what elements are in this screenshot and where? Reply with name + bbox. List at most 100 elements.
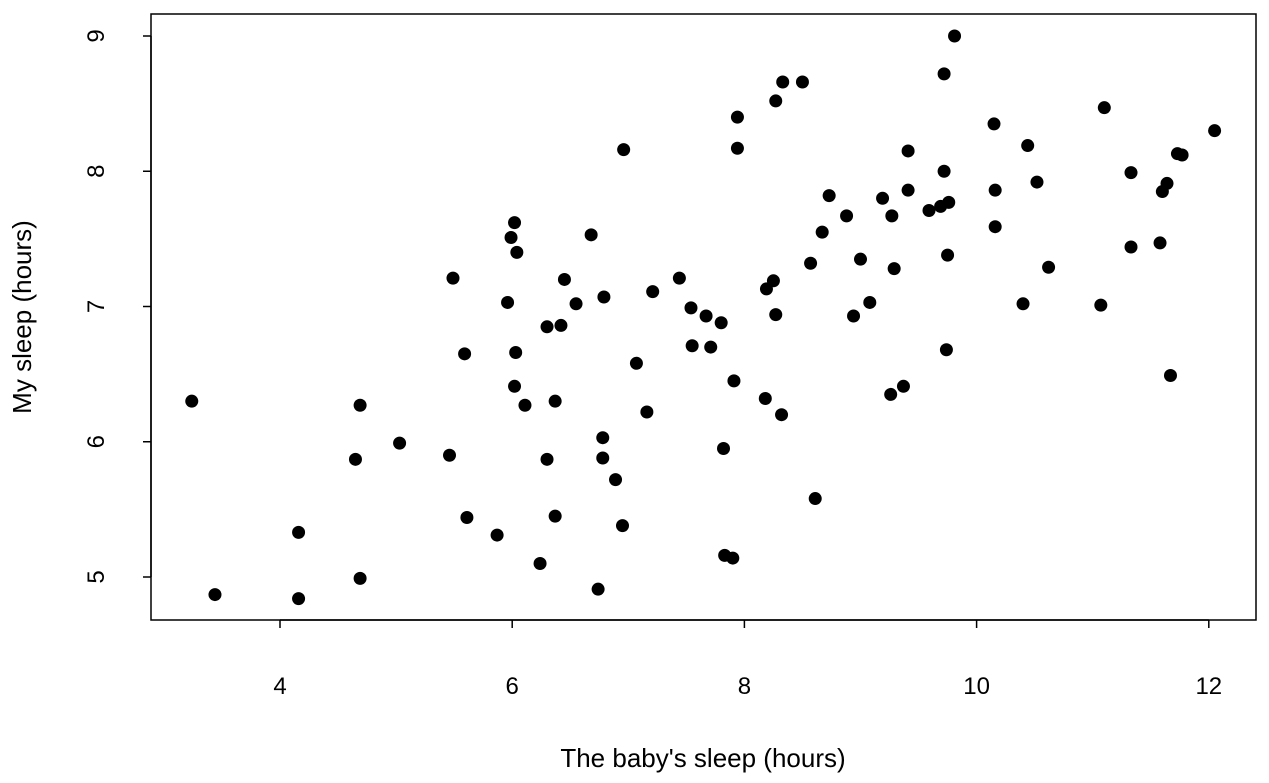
x-tick-label: 12 bbox=[1195, 673, 1222, 700]
data-point bbox=[1094, 298, 1108, 312]
data-point bbox=[393, 436, 407, 450]
data-point bbox=[353, 571, 367, 585]
data-point bbox=[896, 379, 910, 393]
data-point bbox=[596, 451, 610, 465]
data-point bbox=[510, 245, 524, 259]
data-point bbox=[730, 110, 744, 124]
data-point bbox=[769, 94, 783, 108]
data-point bbox=[540, 320, 554, 334]
data-point bbox=[629, 356, 643, 370]
data-point bbox=[584, 228, 598, 242]
data-point bbox=[504, 231, 518, 245]
data-point bbox=[795, 75, 809, 89]
data-point bbox=[509, 345, 523, 359]
data-point bbox=[717, 442, 731, 456]
data-point bbox=[901, 183, 915, 197]
x-tick-label: 10 bbox=[963, 673, 990, 700]
data-point bbox=[672, 271, 686, 285]
data-point bbox=[617, 143, 631, 157]
data-point bbox=[569, 297, 583, 311]
data-point bbox=[769, 308, 783, 322]
data-point bbox=[922, 203, 936, 217]
data-point bbox=[640, 405, 654, 419]
data-point bbox=[1097, 101, 1111, 115]
data-point bbox=[597, 290, 611, 304]
data-point bbox=[988, 220, 1002, 234]
data-point bbox=[596, 431, 610, 445]
data-point bbox=[948, 29, 962, 43]
data-point bbox=[776, 75, 790, 89]
x-tick-label: 6 bbox=[506, 673, 519, 700]
y-axis-label: My sleep (hours) bbox=[7, 220, 37, 414]
data-point bbox=[1163, 368, 1177, 382]
y-tick-label: 5 bbox=[83, 570, 110, 583]
data-point bbox=[988, 183, 1002, 197]
data-point bbox=[1030, 175, 1044, 189]
data-point bbox=[942, 195, 956, 209]
data-point bbox=[939, 343, 953, 357]
data-point bbox=[847, 309, 861, 323]
y-tick-label: 9 bbox=[83, 29, 110, 42]
data-point bbox=[557, 272, 571, 286]
data-point bbox=[591, 582, 605, 596]
y-tick-label: 7 bbox=[83, 300, 110, 313]
data-point bbox=[348, 452, 362, 466]
data-point bbox=[1042, 260, 1056, 274]
data-point bbox=[446, 271, 460, 285]
data-point bbox=[854, 252, 867, 266]
data-point bbox=[518, 398, 532, 412]
data-point bbox=[704, 340, 718, 354]
data-point bbox=[766, 274, 780, 288]
data-point bbox=[490, 528, 504, 542]
x-axis: 4 6 8 10 12 bbox=[273, 619, 1222, 700]
data-point bbox=[443, 448, 457, 462]
data-point bbox=[554, 318, 568, 332]
y-tick-label: 6 bbox=[83, 435, 110, 448]
data-point bbox=[1016, 297, 1030, 311]
x-tick-label: 8 bbox=[738, 673, 751, 700]
data-point bbox=[548, 394, 562, 408]
data-point bbox=[822, 189, 836, 203]
data-point bbox=[1175, 148, 1189, 162]
data-point bbox=[941, 248, 955, 262]
data-point bbox=[458, 347, 472, 361]
data-point bbox=[815, 225, 829, 239]
y-axis: 5 6 7 8 9 bbox=[83, 29, 152, 584]
data-point bbox=[292, 525, 306, 539]
data-point bbox=[884, 387, 898, 401]
data-point bbox=[775, 408, 789, 422]
data-point bbox=[937, 164, 951, 178]
data-point bbox=[937, 67, 951, 81]
data-point bbox=[840, 209, 854, 223]
data-point bbox=[1160, 176, 1174, 190]
x-axis-label: The baby's sleep (hours) bbox=[560, 743, 845, 773]
data-point bbox=[758, 391, 772, 405]
data-point bbox=[726, 551, 740, 565]
data-point bbox=[1124, 166, 1138, 180]
data-point bbox=[808, 492, 822, 506]
data-point bbox=[804, 256, 818, 270]
data-point bbox=[292, 592, 306, 606]
data-point bbox=[609, 473, 623, 487]
data-point bbox=[699, 309, 713, 323]
data-point bbox=[548, 509, 562, 523]
data-point bbox=[885, 209, 899, 223]
data-point bbox=[508, 216, 522, 230]
x-tick-label: 4 bbox=[273, 673, 286, 700]
data-point bbox=[714, 316, 728, 330]
data-point bbox=[987, 117, 1001, 131]
data-points bbox=[185, 29, 1222, 606]
data-point bbox=[533, 556, 547, 570]
data-point bbox=[1124, 240, 1138, 254]
data-point bbox=[901, 144, 915, 158]
data-point bbox=[540, 452, 554, 466]
data-point bbox=[684, 301, 698, 315]
data-point bbox=[887, 262, 901, 276]
data-point bbox=[1208, 124, 1222, 138]
data-point bbox=[685, 339, 699, 353]
y-tick-label: 8 bbox=[83, 165, 110, 178]
data-point bbox=[727, 374, 741, 388]
data-point bbox=[208, 588, 222, 602]
data-point bbox=[1021, 139, 1035, 153]
